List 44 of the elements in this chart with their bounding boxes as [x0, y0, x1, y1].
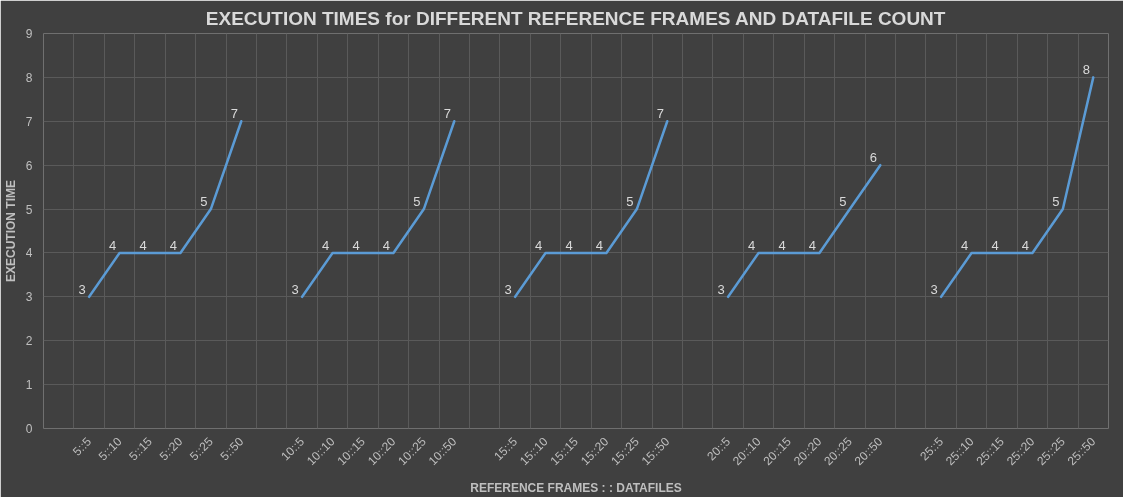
data-label: 4: [352, 237, 360, 253]
data-label: 4: [321, 237, 330, 253]
data-label: 3: [717, 281, 725, 297]
data-label: 8: [1082, 62, 1090, 78]
data-label: 4: [778, 237, 786, 253]
data-label: 5: [1052, 194, 1060, 210]
data-label: 4: [108, 237, 117, 253]
data-label: 3: [930, 281, 938, 297]
data-label: 3: [78, 281, 86, 297]
y-tick-label: 8: [25, 70, 33, 85]
data-label: 7: [656, 106, 664, 122]
data-label: 5: [413, 194, 421, 210]
data-label: 5: [839, 194, 847, 210]
y-tick-label: 9: [25, 27, 33, 41]
data-label: 4: [960, 237, 969, 253]
y-tick-label: 3: [25, 290, 33, 305]
data-label: 4: [139, 237, 147, 253]
chart-title: EXECUTION TIMES for DIFFERENT REFERENCE FRAMES AND DATAFILE COUNT: [205, 7, 946, 29]
data-label: 4: [565, 237, 573, 253]
data-label: 4: [382, 237, 391, 253]
y-tick-label: 5: [25, 202, 33, 217]
x-axis-title: REFERENCE FRAMES : : DATAFILES: [470, 480, 682, 495]
y-tick-label: 7: [25, 114, 33, 129]
y-tick-label: 6: [25, 158, 33, 173]
data-label: 3: [291, 281, 299, 297]
y-tick-label: 0: [25, 422, 33, 436]
data-label: 7: [443, 106, 451, 122]
data-label: 5: [626, 194, 634, 210]
data-label: 4: [747, 237, 756, 253]
x-tick-label: 5::5: [70, 434, 95, 459]
data-label: 4: [169, 237, 178, 253]
y-tick-label: 2: [25, 334, 33, 349]
data-label: 7: [230, 106, 238, 122]
data-label: 3: [504, 281, 512, 297]
data-label: 6: [869, 150, 877, 166]
y-axis-title: EXECUTION TIME: [3, 179, 18, 282]
y-tick-label: 4: [25, 246, 33, 261]
y-tick-label: 1: [25, 378, 33, 393]
data-label: 4: [991, 237, 999, 253]
data-label: 4: [1021, 237, 1030, 253]
data-label: 4: [534, 237, 543, 253]
data-label: 4: [595, 237, 604, 253]
data-label: 4: [808, 237, 817, 253]
data-label: 5: [200, 194, 208, 210]
